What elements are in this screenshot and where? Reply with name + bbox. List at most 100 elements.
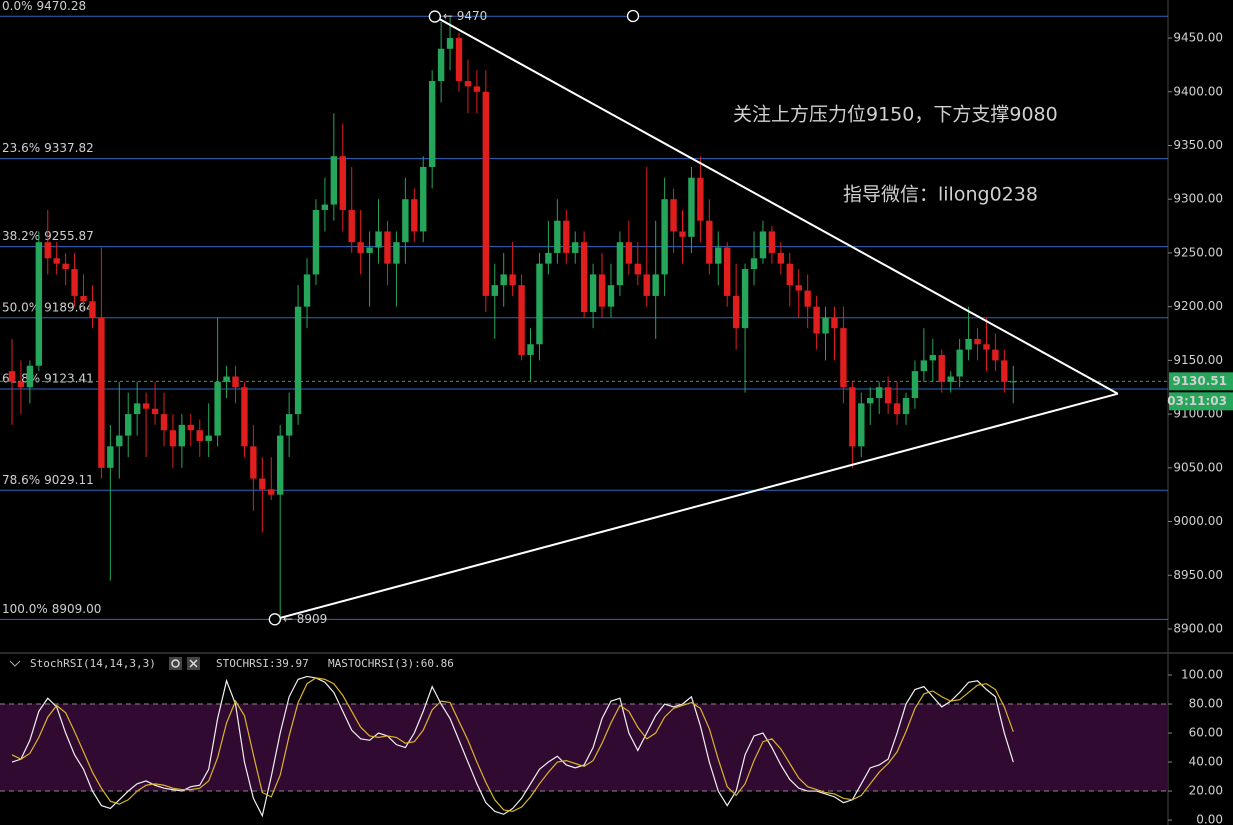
candle-body [80,295,87,302]
trend-line [434,15,1119,395]
candle-body [661,199,668,275]
settings-button[interactable] [169,657,182,670]
candle-body [545,252,552,264]
candle-body [616,242,624,286]
candle-body [795,285,802,291]
candle-body [580,242,588,313]
y-tick-label: 9050.00 [1173,460,1223,474]
trend-line [274,392,1119,621]
pivot-label: ← 9470 [443,9,487,23]
fib-price: 9029.11 [44,473,94,487]
pivot-label: ← 8909 [283,612,327,626]
candle-body [911,371,919,398]
candle-body [688,177,695,237]
indicator-line [11,677,1014,812]
candle-body [875,387,883,398]
candle-body [330,156,338,205]
candle-body [589,274,597,313]
candle-body [777,252,785,264]
candle-body [53,258,60,264]
candle-body [125,414,132,436]
y-tick-label: 9250.00 [1173,245,1223,259]
candle-body [455,38,463,82]
countdown-label: 03:11:03 [1167,394,1227,408]
candle-body [464,81,472,87]
candle-body [339,156,346,210]
collapse-icon[interactable] [9,660,21,667]
anchor-handle[interactable] [428,10,442,23]
candle-body [437,48,445,82]
candle-body [849,387,856,447]
candle-body [768,231,776,253]
y-tick-label: 60.00 [1189,726,1223,740]
candle-body [17,381,25,388]
fib-price: 9470.28 [37,0,87,13]
candle-body [250,446,257,479]
fib-price: 8909.00 [52,602,102,616]
y-tick-label: 40.00 [1189,755,1223,769]
current-price-label: 9130.51 [1172,374,1227,388]
candle-body [312,209,320,275]
candle-body [71,269,78,296]
candle-body [285,414,293,436]
indicator-line [11,675,1014,818]
candle-body [491,285,498,296]
drawing-handle[interactable] [626,9,640,23]
candle-body [259,478,266,490]
y-tick-label: 9400.00 [1173,84,1223,98]
candle-body [607,285,615,307]
candle-body [554,220,561,253]
candle-body [473,86,481,92]
candle-body [303,274,311,307]
candle-body [348,209,355,243]
candle-body [420,166,427,232]
candle-body [983,344,990,350]
candle-body [929,355,937,361]
candle-body [142,403,150,409]
candle-body [187,424,194,431]
candle-body [732,295,740,329]
candle-body [26,365,34,388]
candle-body [44,242,51,259]
candle-body [241,387,248,447]
y-tick-label: 8950.00 [1173,568,1223,582]
candle-body [375,231,382,248]
candle-body [1001,360,1008,382]
y-tick-label: 9150.00 [1173,353,1223,367]
candle-body [670,199,677,232]
candle-body [277,435,284,495]
candle-body [697,177,704,221]
candle-body [947,376,954,382]
fib-price: 9189.64 [44,300,94,314]
anchor-handle[interactable] [268,613,281,626]
candle-body [527,344,534,356]
candle-body [107,446,114,468]
candle-body [366,247,373,253]
fib-ratio: 38.2% [2,229,40,243]
candle-body [974,338,981,345]
current-price-tag [1169,372,1233,391]
y-tick-label: 9350.00 [1173,138,1223,152]
candle-body [133,403,141,415]
candle-body [786,263,793,286]
candle-body [62,263,69,270]
candle-body [902,397,910,415]
candle-body [411,199,418,232]
fib-price: 9123.41 [44,371,94,385]
candle-body [884,387,892,404]
legend-entry: STOCHRSI:39.97 [216,657,309,670]
candle-body [938,355,945,382]
candle-body [598,274,606,307]
candle-body [643,274,650,296]
candle-body [160,414,168,431]
candle-body [89,301,96,318]
candle-body [393,242,400,264]
y-tick-label: 0.00 [1196,813,1223,825]
candle-body [357,242,364,253]
candle-body [867,397,874,404]
candle-body [804,290,811,307]
candle-body [831,317,838,329]
